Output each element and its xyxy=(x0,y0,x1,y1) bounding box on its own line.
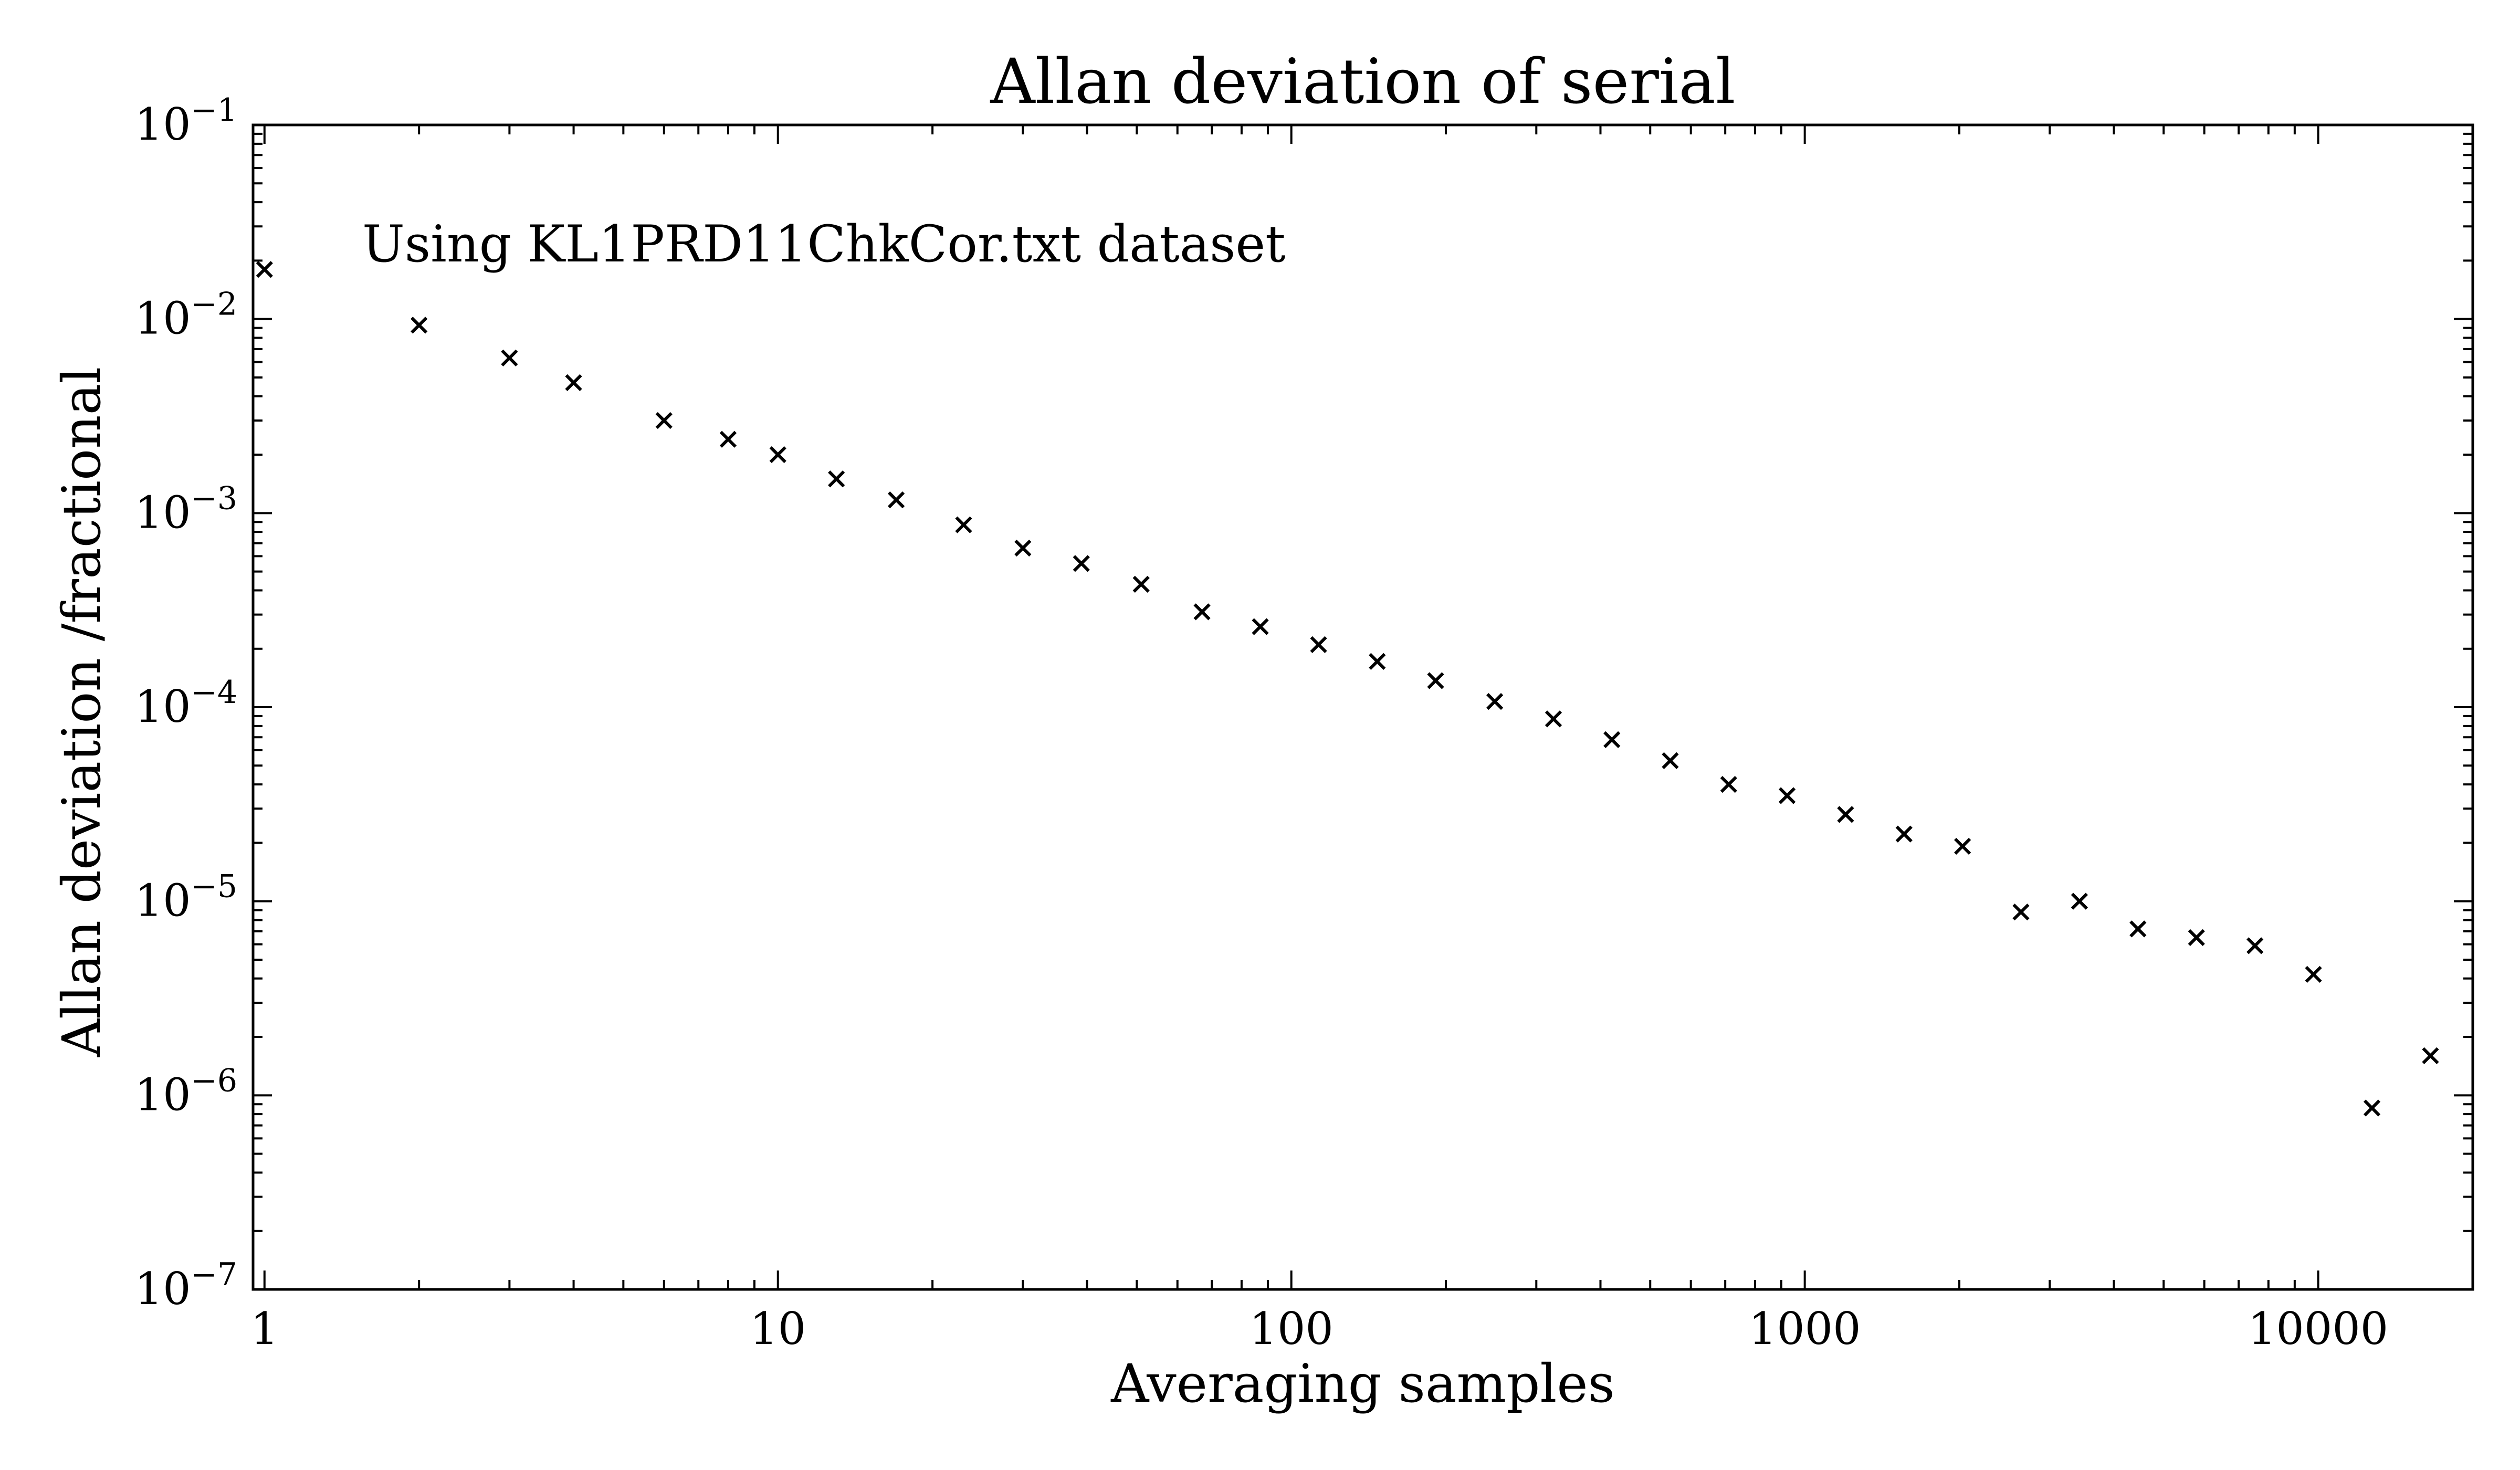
data-point xyxy=(1662,752,1679,770)
x-tick-label: 100 xyxy=(1250,1303,1334,1354)
data-point xyxy=(1837,806,1854,823)
data-point xyxy=(1720,775,1737,793)
data-point xyxy=(2012,904,2030,921)
data-point xyxy=(1310,636,1327,654)
data-point xyxy=(501,349,518,366)
data-point xyxy=(2188,929,2205,946)
data-point xyxy=(565,374,582,392)
data-point xyxy=(1895,825,1913,843)
data-point xyxy=(1014,539,1032,557)
x-tick-label: 10000 xyxy=(2248,1303,2388,1354)
data-point xyxy=(887,491,905,509)
y-tick-label: 10−1 xyxy=(135,92,237,150)
data-point xyxy=(1545,710,1562,728)
data-point xyxy=(2246,937,2264,954)
data-point xyxy=(1252,618,1269,635)
data-point xyxy=(769,446,786,464)
data-point xyxy=(1778,787,1796,804)
data-markers xyxy=(256,261,2439,1117)
x-axis-label: Averaging samples xyxy=(1110,1353,1615,1414)
data-point xyxy=(828,470,845,488)
data-point xyxy=(2129,920,2147,938)
x-tick-label: 1000 xyxy=(1749,1303,1861,1354)
data-point xyxy=(719,430,737,448)
data-point xyxy=(2363,1099,2381,1117)
data-point xyxy=(2422,1047,2439,1064)
data-point xyxy=(955,516,972,533)
plot-frame xyxy=(251,123,2474,1291)
data-point xyxy=(1132,575,1150,593)
data-point xyxy=(1073,555,1090,572)
y-tick-label: 10−3 xyxy=(135,480,237,538)
y-tick-label: 10−6 xyxy=(135,1062,237,1120)
data-point xyxy=(2071,892,2088,910)
x-tick-label: 1 xyxy=(250,1303,278,1354)
axis-ticks xyxy=(253,124,2474,1290)
data-point xyxy=(655,412,673,429)
chart-title: Allan deviation of serial xyxy=(990,45,1735,118)
y-tick-label: 10−7 xyxy=(135,1256,237,1315)
y-tick-label: 10−5 xyxy=(135,868,237,927)
data-point xyxy=(2305,965,2322,983)
x-tick-label: 10 xyxy=(750,1303,806,1354)
data-point xyxy=(1954,837,1971,855)
data-point xyxy=(1369,653,1386,670)
dataset-annotation: Using KL1PRD11ChkCor.txt dataset xyxy=(362,215,1286,274)
axis-tick-labels: 1 10 100 1000 10000 10−1 10−2 10−3 10−4 10−5 10−6 1… xyxy=(135,92,2389,1354)
y-tick-label: 10−2 xyxy=(135,286,237,344)
y-tick-label: 10−4 xyxy=(135,674,237,732)
data-point xyxy=(256,261,273,278)
data-point xyxy=(1486,693,1504,710)
data-point xyxy=(411,317,428,334)
data-point xyxy=(1193,603,1211,621)
y-axis-label: Allan deviation /fractional xyxy=(51,367,112,1057)
data-point xyxy=(1427,672,1444,689)
data-point xyxy=(1603,731,1621,749)
